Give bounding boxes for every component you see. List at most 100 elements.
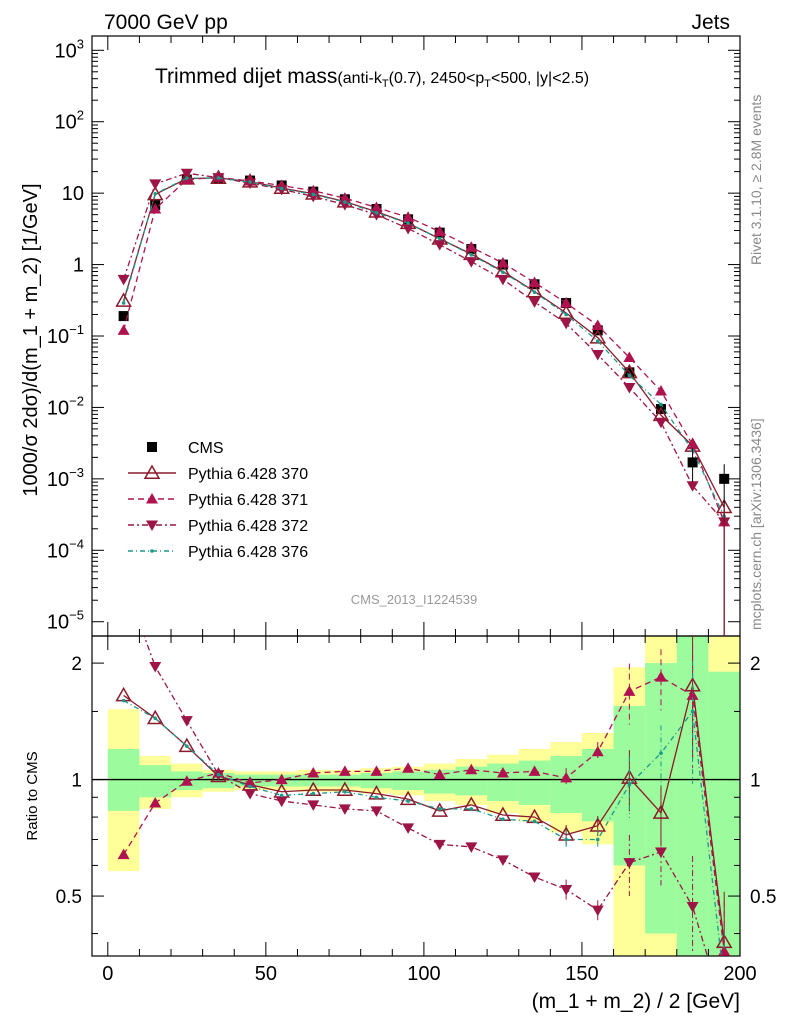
p372-marker [180, 716, 193, 727]
p371-marker [244, 776, 257, 788]
p371-ratio-line [123, 676, 725, 952]
p371-marker [307, 766, 320, 778]
p376-marker [185, 744, 189, 748]
p372-marker [307, 800, 320, 811]
legend-label-p370: Pythia 6.428 370 [188, 466, 308, 483]
ratio-panel-frame [91, 635, 741, 957]
band-green-bin [423, 769, 456, 794]
cms-data-point [147, 442, 157, 452]
ratio-y-tick-label-left: 2 [71, 654, 82, 675]
p372-marker [496, 274, 509, 286]
p370-marker [336, 781, 354, 796]
p370-marker [621, 363, 638, 379]
p372-marker [560, 318, 573, 330]
p372-marker [686, 481, 699, 492]
p376-ratio-line [123, 700, 722, 956]
x-tick-label: 50 [255, 963, 277, 985]
p372-marker [623, 383, 636, 394]
y-tick-label: 1 [73, 255, 84, 277]
rivet-version-text: Rivet 3.1.10, ≥ 2.8M events [748, 95, 764, 265]
p372-marker [591, 350, 604, 361]
p372-marker [654, 417, 667, 429]
p371-marker [591, 745, 604, 757]
p371-marker [275, 773, 288, 785]
p371-marker [338, 765, 351, 776]
p372-marker [623, 858, 636, 869]
p372-marker [528, 872, 541, 884]
p372-marker [244, 789, 257, 800]
y-tick-label: 10−4 [47, 536, 84, 562]
p376-marker [627, 782, 632, 787]
p372-marker [180, 168, 193, 180]
p372-marker [402, 223, 415, 235]
p371-marker [465, 763, 478, 775]
y-tick-label: 10 [62, 183, 84, 205]
p372-marker [686, 901, 699, 913]
p372-marker [560, 884, 573, 896]
band-green-bin [139, 765, 172, 798]
p372-marker [465, 842, 478, 853]
p372-marker [433, 839, 446, 851]
chart-title: Trimmed dijet mass(anti-kT(0.7), 2450<pT… [155, 65, 589, 90]
legend-label-p371: Pythia 6.428 371 [188, 492, 308, 509]
p376-marker [469, 253, 474, 257]
p371-marker [496, 766, 509, 778]
header-left: 7000 GeV pp [104, 11, 228, 34]
p371-marker [654, 384, 667, 396]
p371-marker [560, 296, 573, 308]
p371-marker [402, 211, 415, 222]
p376-marker [279, 186, 284, 191]
ratio-y-tick-label-left: 1 [71, 771, 82, 792]
p376-marker [248, 784, 252, 789]
y-tick-label: 10−2 [47, 393, 84, 419]
p371-marker [146, 493, 158, 504]
band-green-bin [297, 774, 330, 787]
p376-marker [185, 176, 189, 180]
y-tick-label: 10−5 [47, 608, 84, 634]
x-tick-label: 200 [723, 963, 756, 985]
p376-marker [595, 837, 600, 842]
p371-marker [686, 438, 699, 450]
p372-marker [465, 257, 478, 268]
legend-label-cms: CMS [188, 440, 224, 457]
p371-marker [560, 771, 573, 783]
main-y-axis: 10−5 10−4 10−3 10−2 10−1 1 10 102 103 [47, 36, 740, 634]
p371-marker [370, 201, 383, 212]
p372-line [122, 172, 725, 523]
p371-marker [623, 685, 636, 696]
ratio-y-tick-label-right: 2 [750, 654, 761, 675]
p376-marker [248, 180, 252, 184]
p372-marker [402, 823, 415, 834]
legend-label-p372: Pythia 6.428 372 [188, 518, 308, 535]
p376-marker [501, 270, 505, 275]
p371-marker [402, 762, 415, 773]
p371-marker [528, 276, 541, 288]
p370-line [122, 177, 725, 508]
p376-marker [121, 301, 126, 305]
p376-marker [343, 789, 347, 794]
legend: CMS Pythia 6.428 370 Pythia 6.428 371 Pythi… [128, 440, 308, 561]
p376-marker [437, 236, 442, 241]
p372-marker [149, 179, 162, 190]
p376-line [122, 177, 725, 517]
p370-marker [399, 790, 417, 806]
x-axis: 0 50 100 150 200 [102, 36, 757, 985]
p370-marker [652, 804, 670, 819]
header-right: Jets [691, 11, 730, 34]
band-green-bin [329, 774, 361, 787]
p376-marker [690, 709, 695, 714]
p376-marker [216, 772, 221, 777]
p376-marker [153, 716, 158, 721]
p371-marker [149, 202, 162, 214]
p370-marker [115, 292, 132, 307]
band-green-bin [392, 771, 424, 790]
p370-marker [431, 802, 448, 817]
x-axis-label: (m_1 + m_2) / 2 [GeV] [532, 990, 740, 1013]
legend-item-p371: Pythia 6.428 371 [128, 492, 308, 509]
x-tick-label: 100 [407, 963, 440, 985]
p376-marker [501, 817, 505, 821]
p372-marker [433, 240, 446, 251]
ratio-y-tick-label-right: 1 [750, 771, 761, 792]
p371-marker [465, 241, 478, 252]
